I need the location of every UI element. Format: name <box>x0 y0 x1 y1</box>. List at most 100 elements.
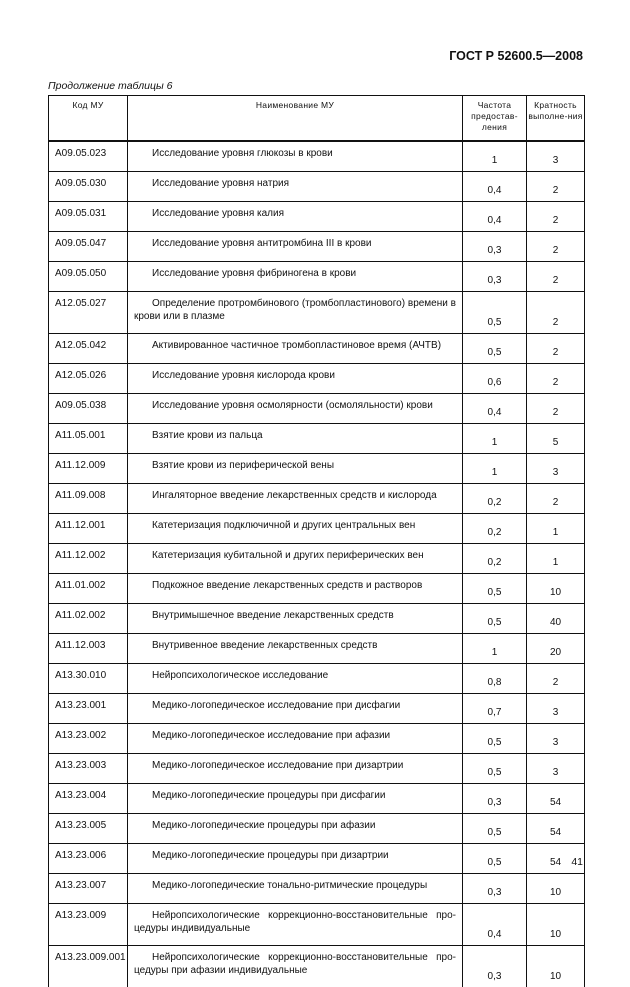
name-cell: Медико-логопедические процедуры при диза… <box>128 844 463 874</box>
name-cell: Катетеризация кубитальной и других периф… <box>128 544 463 574</box>
name-cell: Исследование уровня фибриногена в крови <box>128 262 463 292</box>
code-cell: A09.05.047 <box>49 232 128 262</box>
code-cell: A12.05.026 <box>49 364 128 394</box>
code-cell: A11.12.003 <box>49 634 128 664</box>
code-cell: A09.05.030 <box>49 172 128 202</box>
multiplicity-cell: 3 <box>527 141 585 172</box>
frequency-cell: 0,5 <box>463 814 527 844</box>
code-cell: A11.01.002 <box>49 574 128 604</box>
code-cell: A11.09.008 <box>49 484 128 514</box>
name-cell: Медико-логопедическое исследование при д… <box>128 754 463 784</box>
column-header-multiplicity: Кратность выполне-ния <box>527 96 585 142</box>
frequency-cell: 0,7 <box>463 694 527 724</box>
multiplicity-cell: 20 <box>527 634 585 664</box>
code-cell: A13.23.009 <box>49 904 128 946</box>
name-cell: Исследование уровня антитромбина III в к… <box>128 232 463 262</box>
frequency-cell: 0,5 <box>463 292 527 334</box>
multiplicity-cell: 2 <box>527 334 585 364</box>
frequency-cell: 0,5 <box>463 604 527 634</box>
code-cell: A12.05.027 <box>49 292 128 334</box>
frequency-cell: 0,3 <box>463 232 527 262</box>
name-cell: Нейропсихологическое исследование <box>128 664 463 694</box>
name-cell: Медико-логопедические тонально-ритмическ… <box>128 874 463 904</box>
code-cell: A13.23.002 <box>49 724 128 754</box>
code-cell: A09.05.031 <box>49 202 128 232</box>
multiplicity-cell: 2 <box>527 394 585 424</box>
name-cell: Взятие крови из периферической вены <box>128 454 463 484</box>
code-cell: A09.05.038 <box>49 394 128 424</box>
multiplicity-cell: 3 <box>527 724 585 754</box>
code-cell: A13.23.005 <box>49 814 128 844</box>
code-cell: A11.12.009 <box>49 454 128 484</box>
name-cell: Нейропсихологические коррекционно-восста… <box>128 904 463 946</box>
frequency-cell: 0,6 <box>463 364 527 394</box>
frequency-cell: 0,3 <box>463 874 527 904</box>
name-cell: Медико-логопедические процедуры при афаз… <box>128 814 463 844</box>
multiplicity-cell: 2 <box>527 172 585 202</box>
multiplicity-cell: 40 <box>527 604 585 634</box>
frequency-cell: 0,5 <box>463 754 527 784</box>
frequency-cell: 0,5 <box>463 844 527 874</box>
column-header-frequency: Частота предостав-ления <box>463 96 527 142</box>
name-cell: Подкожное введение лекарственных средств… <box>128 574 463 604</box>
multiplicity-cell: 2 <box>527 232 585 262</box>
name-cell: Исследование уровня кислорода крови <box>128 364 463 394</box>
code-cell: A11.12.001 <box>49 514 128 544</box>
frequency-cell: 0,4 <box>463 202 527 232</box>
multiplicity-cell: 5 <box>527 424 585 454</box>
frequency-cell: 0,5 <box>463 574 527 604</box>
document-code: ГОСТ Р 52600.5—2008 <box>449 49 583 63</box>
name-cell: Внутримышечное введение лекарственных ср… <box>128 604 463 634</box>
frequency-cell: 0,2 <box>463 484 527 514</box>
name-cell: Исследование уровня калия <box>128 202 463 232</box>
frequency-cell: 0,4 <box>463 394 527 424</box>
code-cell: A09.05.050 <box>49 262 128 292</box>
frequency-cell: 0,5 <box>463 724 527 754</box>
code-cell: A11.05.001 <box>49 424 128 454</box>
name-cell: Исследование уровня осмолярности (осмоля… <box>128 394 463 424</box>
frequency-cell: 0,2 <box>463 514 527 544</box>
multiplicity-cell: 3 <box>527 754 585 784</box>
code-cell: A13.23.003 <box>49 754 128 784</box>
frequency-cell: 1 <box>463 141 527 172</box>
services-table: Код МУ Наименование МУ Частота предостав… <box>48 95 585 987</box>
multiplicity-cell: 3 <box>527 694 585 724</box>
frequency-cell: 0,2 <box>463 544 527 574</box>
table-caption: Продолжение таблицы 6 <box>48 80 172 92</box>
multiplicity-cell: 2 <box>527 292 585 334</box>
frequency-cell: 1 <box>463 634 527 664</box>
name-cell: Взятие крови из пальца <box>128 424 463 454</box>
frequency-cell: 0,5 <box>463 334 527 364</box>
code-cell: A13.30.010 <box>49 664 128 694</box>
name-cell: Ингаляторное введение лекарственных сред… <box>128 484 463 514</box>
frequency-cell: 1 <box>463 454 527 484</box>
code-cell: A13.23.004 <box>49 784 128 814</box>
multiplicity-cell: 1 <box>527 544 585 574</box>
name-cell: Медико-логопедические процедуры при дисф… <box>128 784 463 814</box>
multiplicity-cell: 2 <box>527 262 585 292</box>
name-cell: Исследование уровня глюкозы в крови <box>128 141 463 172</box>
table-header-row: Код МУ Наименование МУ Частота предостав… <box>49 96 585 142</box>
column-header-name: Наименование МУ <box>128 96 463 142</box>
name-cell: Катетеризация подключичной и других цент… <box>128 514 463 544</box>
